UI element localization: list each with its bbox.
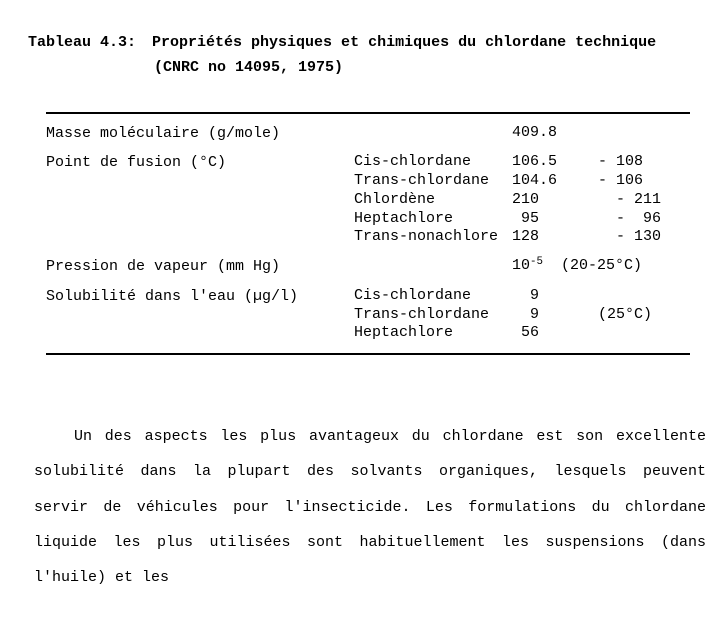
property-values: 409.8	[354, 124, 690, 143]
value-extra: - 106	[598, 172, 643, 191]
property-values: 10-5 (20-25°C)	[354, 257, 690, 276]
table-row: Masse moléculaire (g/mole)409.8	[46, 124, 690, 144]
caption-subtitle: (CNRC no 14095, 1975)	[154, 59, 708, 78]
compound-name: Trans-chlordane	[354, 172, 512, 191]
value-line: Cis-chlordane106.5- 108	[354, 153, 690, 172]
compound-name: Heptachlore	[354, 210, 512, 229]
table-row: Solubilité dans l'eau (µg/l)Cis-chlordan…	[46, 287, 690, 343]
value-line: Heptachlore 95 - 96	[354, 210, 690, 229]
value-line: Trans-nonachlore128 - 130	[354, 228, 690, 247]
value-number: 106.5	[512, 153, 598, 172]
caption-label: Tableau 4.3:	[28, 34, 152, 53]
compound-name: Trans-nonachlore	[354, 228, 512, 247]
value-extra: - 96	[598, 210, 661, 229]
compound-name: Chlordène	[354, 191, 512, 210]
property-label: Pression de vapeur (mm Hg)	[46, 257, 354, 277]
value-line: Cis-chlordane 9	[354, 287, 690, 306]
value-number: 104.6	[512, 172, 598, 191]
value-extra: (25°C)	[598, 306, 652, 325]
value-extra: - 211	[598, 191, 661, 210]
compound-name: Trans-chlordane	[354, 306, 512, 325]
value-number: 210	[512, 191, 598, 210]
property-label: Solubilité dans l'eau (µg/l)	[46, 287, 354, 307]
property-label: Masse moléculaire (g/mole)	[46, 124, 354, 144]
compound-name: Heptachlore	[354, 324, 512, 343]
value-extra: - 130	[598, 228, 661, 247]
paragraph-text: Un des aspects les plus avantageux du ch…	[34, 428, 706, 586]
value-number: 9	[512, 306, 598, 325]
value-number: 56	[512, 324, 598, 343]
simple-value: 409.8	[354, 124, 690, 143]
compound-name: Cis-chlordane	[354, 287, 512, 306]
value-line: Trans-chlordane 9(25°C)	[354, 306, 690, 325]
caption-title: Propriétés physiques et chimiques du chl…	[152, 34, 708, 53]
value-number: 95	[512, 210, 598, 229]
properties-table: Masse moléculaire (g/mole)409.8Point de …	[28, 114, 708, 354]
property-values: Cis-chlordane 9Trans-chlordane 9(25°C)He…	[354, 287, 690, 343]
value-extra: - 108	[598, 153, 643, 172]
value-line: Heptachlore 56	[354, 324, 690, 343]
compound-name: Cis-chlordane	[354, 153, 512, 172]
value-line: Trans-chlordane104.6- 106	[354, 172, 690, 191]
value-line: Chlordène210 - 211	[354, 191, 690, 210]
value-number: 128	[512, 228, 598, 247]
table-row: Point de fusion (°C)Cis-chlordane106.5- …	[46, 153, 690, 247]
table-rule-bottom	[46, 353, 690, 355]
body-paragraph: Un des aspects les plus avantageux du ch…	[28, 419, 708, 595]
table-row: Pression de vapeur (mm Hg)10-5 (20-25°C)	[46, 257, 690, 277]
table-caption: Tableau 4.3: Propriétés physiques et chi…	[28, 34, 708, 53]
simple-value: 10-5 (20-25°C)	[354, 257, 690, 276]
value-number: 9	[512, 287, 598, 306]
property-label: Point de fusion (°C)	[46, 153, 354, 173]
property-values: Cis-chlordane106.5- 108Trans-chlordane10…	[354, 153, 690, 247]
